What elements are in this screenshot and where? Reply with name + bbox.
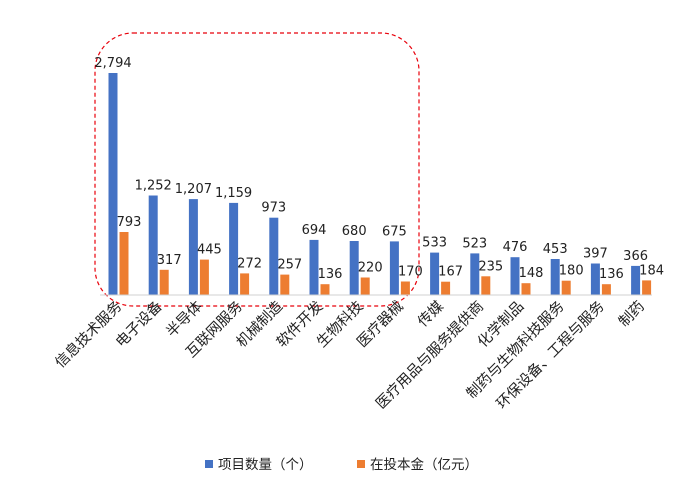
bar-capital-8: [441, 281, 451, 295]
bar-count-8: [430, 252, 440, 295]
data-label-count-10: 476: [503, 240, 528, 255]
data-label-capital-4: 257: [277, 258, 302, 273]
bar-capital-6: [360, 277, 370, 295]
data-label-count-6: 680: [342, 224, 367, 239]
bar-capital-3: [240, 273, 250, 295]
bar-count-4: [269, 217, 279, 295]
data-label-capital-5: 136: [318, 267, 343, 282]
data-label-capital-6: 220: [358, 261, 383, 276]
bar-count-5: [309, 239, 319, 295]
bar-capital-7: [400, 281, 410, 295]
data-label-capital-1: 317: [157, 253, 182, 268]
bar-count-10: [510, 257, 520, 295]
data-label-count-8: 533: [422, 236, 447, 251]
data-label-capital-7: 170: [398, 265, 423, 280]
bar-count-13: [631, 265, 641, 295]
data-label-capital-8: 167: [438, 265, 463, 280]
legend-swatch-0: [205, 460, 213, 468]
data-label-capital-11: 180: [559, 264, 584, 279]
bar-capital-11: [561, 280, 571, 295]
data-label-count-11: 453: [543, 242, 568, 257]
data-label-count-12: 397: [583, 247, 608, 262]
data-label-count-4: 973: [261, 201, 286, 216]
bar-capital-10: [521, 283, 531, 295]
legend-label-1: 在投本金（亿元）: [370, 457, 478, 473]
bar-count-6: [349, 241, 359, 295]
data-label-capital-0: 793: [117, 215, 142, 230]
data-label-capital-10: 148: [519, 266, 544, 281]
data-label-capital-13: 184: [639, 263, 664, 278]
bar-count-1: [148, 195, 158, 295]
data-label-count-3: 1,159: [215, 186, 252, 201]
data-label-capital-3: 272: [237, 256, 262, 271]
bar-count-11: [550, 259, 560, 295]
data-label-count-0: 2,794: [94, 56, 131, 71]
bar-capital-0: [119, 232, 129, 295]
bar-count-7: [389, 241, 399, 295]
data-label-count-2: 1,207: [175, 182, 212, 197]
bar-capital-5: [320, 284, 330, 295]
bar-capital-1: [159, 269, 169, 295]
bar-capital-9: [481, 276, 491, 295]
data-label-capital-9: 235: [478, 259, 503, 274]
bar-count-0: [108, 73, 118, 295]
bar-count-9: [470, 253, 480, 295]
bar-capital-4: [280, 274, 290, 295]
data-label-count-7: 675: [382, 224, 407, 239]
bar-capital-12: [601, 284, 611, 295]
legend-swatch-1: [357, 460, 365, 468]
legend-label-0: 项目数量（个）: [218, 457, 313, 473]
data-label-count-5: 694: [302, 223, 327, 238]
bar-count-2: [188, 199, 198, 295]
category-label-8: 传媒: [414, 297, 447, 330]
data-label-capital-2: 445: [197, 243, 222, 258]
bar-capital-2: [199, 259, 209, 295]
data-label-count-13: 366: [623, 249, 648, 264]
highlight-box: [94, 32, 420, 307]
bar-capital-13: [642, 280, 652, 295]
category-label-0: 信息技术服务: [52, 298, 126, 372]
bar-count-12: [590, 263, 600, 295]
bar-count-3: [229, 202, 239, 295]
category-label-13: 制药: [615, 298, 648, 331]
data-label-count-9: 523: [462, 236, 487, 251]
data-label-capital-12: 136: [599, 267, 624, 282]
data-label-count-1: 1,252: [135, 179, 172, 194]
